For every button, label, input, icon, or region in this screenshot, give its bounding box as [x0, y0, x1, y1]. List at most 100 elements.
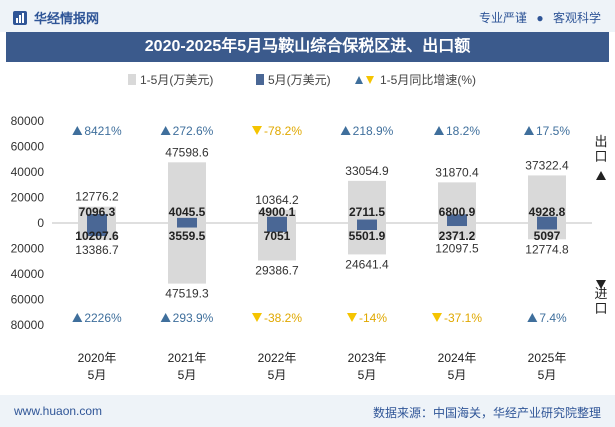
- data-label-import-cumulative: 12774.8: [525, 242, 569, 256]
- data-label-import-month: 2371.2: [439, 229, 476, 243]
- data-label-import-cumulative: 12097.5: [435, 241, 479, 255]
- side-label-export: 出口: [594, 134, 607, 164]
- growth-triangle-up-icon: [160, 126, 171, 135]
- growth-label-import: 293.9%: [173, 311, 214, 325]
- growth-triangle-up-icon: [340, 126, 351, 135]
- data-label-import-month: 3559.5: [169, 229, 206, 243]
- data-label-import-cumulative: 29386.7: [255, 263, 299, 277]
- data-label-import-month: 10207.6: [75, 229, 119, 243]
- data-label-export-cumulative: 47598.6: [165, 145, 209, 159]
- y-tick-label: 20000: [11, 191, 45, 205]
- tag-separator: ●: [536, 11, 544, 25]
- bar-export-cumulative: [528, 175, 566, 223]
- growth-triangle-up-icon: [72, 126, 83, 135]
- growth-triangle-up-icon: [527, 313, 538, 322]
- growth-label-export: 218.9%: [353, 124, 394, 138]
- growth-triangle-up-icon: [160, 313, 171, 322]
- import-arrow-down-icon: [596, 280, 606, 289]
- x-tick-label-month: 5月: [358, 368, 377, 382]
- brand-logo[interactable]: 华经情报网: [12, 8, 99, 27]
- y-tick-label: 80000: [11, 318, 45, 332]
- brand-name: 华经情报网: [34, 11, 100, 26]
- data-label-export-cumulative: 12776.2: [75, 190, 119, 204]
- growth-label-import: 2226%: [84, 311, 122, 325]
- export-arrow-up-icon: [596, 171, 606, 180]
- y-tick-label: 40000: [11, 267, 45, 281]
- x-tick-label-year: 2020年: [78, 351, 117, 365]
- growth-label-import: -37.1%: [444, 311, 482, 325]
- growth-label-import: -38.2%: [264, 311, 302, 325]
- growth-label-export: 272.6%: [173, 124, 214, 138]
- data-label-import-cumulative: 13386.7: [75, 243, 119, 257]
- x-tick-label-month: 5月: [268, 368, 287, 382]
- y-tick-label: 20000: [11, 242, 45, 256]
- growth-label-import: -14%: [359, 311, 387, 325]
- chart: 1-5月(万美元) 5月(万美元) 1-5月同比增速(%) 80000 60000 400…: [11, 73, 608, 382]
- data-label-export-cumulative: 10364.2: [255, 193, 299, 207]
- legend-swatch-cumulative: [128, 74, 136, 85]
- data-label-export-month: 4928.8: [529, 205, 566, 219]
- y-tick-label: 60000: [11, 140, 45, 154]
- y-tick-label: 0: [37, 216, 44, 230]
- bar-import-cumulative: [438, 223, 476, 239]
- bar-import-month: [357, 223, 377, 231]
- x-tick-label-year: 2022年: [258, 351, 297, 365]
- growth-triangle-down-icon: [346, 313, 357, 322]
- growth-label-export: 18.2%: [446, 124, 480, 138]
- y-tick-label: 60000: [11, 293, 45, 307]
- growth-triangle-down-icon: [431, 313, 442, 322]
- y-tick-label: 80000: [11, 114, 45, 128]
- bar-export-month: [357, 219, 377, 223]
- data-label-export-month: 4045.5: [169, 205, 206, 219]
- bar-import-month: [177, 223, 197, 228]
- legend-triangle-up-icon: [355, 76, 363, 84]
- tag-professional: 专业严谨: [479, 11, 528, 25]
- bar-export-month: [537, 216, 557, 223]
- top-bar: 华经情报网 专业严谨 ● 客观科学: [0, 0, 615, 32]
- data-label-export-month: 6800.9: [439, 205, 476, 219]
- growth-triangle-down-icon: [251, 126, 262, 135]
- legend-triangle-down-icon: [366, 76, 374, 84]
- data-label-import-month: 7051: [264, 229, 291, 243]
- data-label-import-month: 5501.9: [349, 229, 386, 243]
- legend-label-growth: 1-5月同比增速(%): [380, 73, 476, 87]
- legend-label-month: 5月(万美元): [268, 73, 331, 87]
- x-tick-label-month: 5月: [178, 368, 197, 382]
- x-tick-label-year: 2024年: [438, 351, 477, 365]
- growth-triangle-up-icon: [433, 126, 444, 135]
- bar-export-month: [87, 213, 107, 223]
- bar-export-cumulative: [168, 162, 206, 223]
- bar-import-month: [87, 223, 107, 237]
- footer-source: 数据来源：中国海关，华经产业研究院整理: [372, 406, 601, 420]
- footer-url[interactable]: www.huaon.com: [14, 404, 103, 418]
- x-tick-label-month: 5月: [88, 368, 107, 382]
- bar-import-cumulative: [168, 223, 206, 284]
- bar-import-month: [447, 223, 467, 227]
- data-label-import-month: 5097: [534, 229, 561, 243]
- bar-import-month: [267, 223, 287, 232]
- x-tick-label-year: 2025年: [528, 351, 567, 365]
- x-tick-label-year: 2023年: [348, 351, 387, 365]
- tag-objective: 客观科学: [552, 11, 601, 25]
- x-tick-label-year: 2021年: [168, 351, 207, 365]
- bar-export-month: [177, 217, 197, 223]
- data-label-export-cumulative: 37322.4: [525, 158, 569, 172]
- growth-label-export: 8421%: [84, 124, 122, 138]
- legend-label-cumulative: 1-5月(万美元): [140, 73, 213, 87]
- data-label-import-cumulative: 24641.4: [345, 257, 389, 271]
- data-label-export-month: 7096.3: [79, 205, 116, 219]
- y-tick-label: 40000: [11, 165, 45, 179]
- header-tags: 专业严谨 ● 客观科学: [479, 9, 601, 26]
- bar-export-month: [267, 216, 287, 223]
- bar-export-month: [447, 214, 467, 223]
- side-label-import: 进口: [594, 286, 607, 316]
- x-tick-label-month: 5月: [538, 368, 557, 382]
- growth-triangle-up-icon: [523, 126, 534, 135]
- growth-label-export: -78.2%: [264, 124, 302, 138]
- growth-label-import: 7.4%: [539, 311, 567, 325]
- data-label-export-month: 2711.5: [349, 205, 385, 219]
- growth-label-export: 17.5%: [536, 124, 570, 138]
- bar-import-month: [537, 223, 557, 230]
- brand-logo-icon: [13, 10, 27, 25]
- data-label-export-cumulative: 33054.9: [345, 164, 389, 178]
